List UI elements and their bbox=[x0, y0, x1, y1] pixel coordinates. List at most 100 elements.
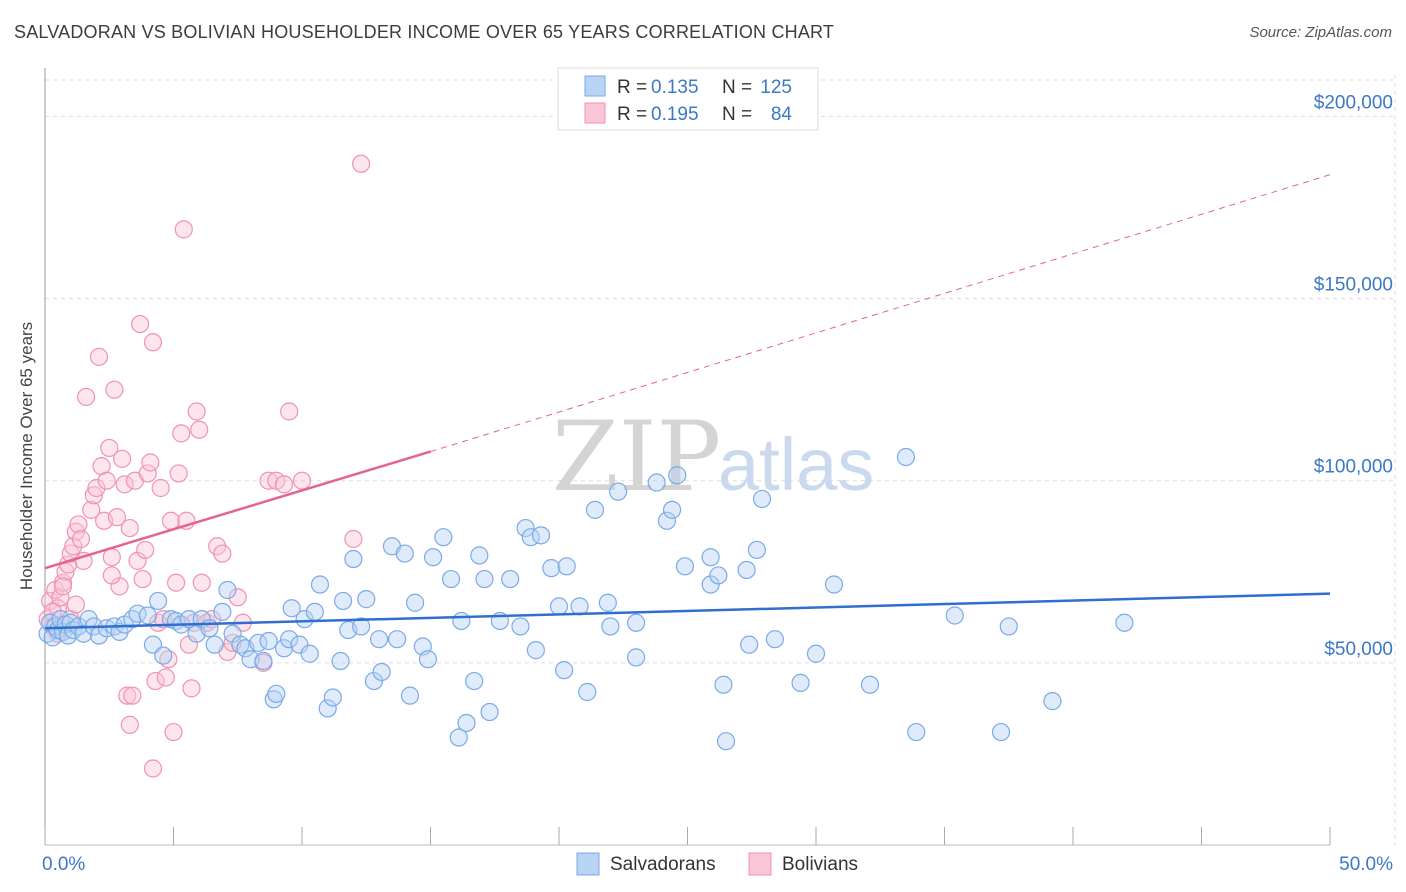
y-tick-label: $200,000 bbox=[1314, 92, 1393, 113]
salvadoran-point bbox=[334, 591, 353, 611]
salvadoran-point bbox=[318, 699, 337, 718]
salvadoran-point bbox=[609, 482, 628, 501]
bolivian-point bbox=[82, 500, 101, 519]
bolivian-point bbox=[190, 420, 209, 439]
salvadoran-point bbox=[662, 500, 682, 519]
salvadoran-point bbox=[434, 528, 453, 547]
salvadoran-point bbox=[205, 635, 224, 654]
salvadoran-point bbox=[254, 651, 273, 671]
salvadoran-point bbox=[657, 511, 677, 530]
bolivian-point bbox=[151, 478, 170, 498]
salvadoran-point bbox=[357, 590, 376, 609]
salvadoran-point bbox=[290, 635, 309, 654]
x-tick-labels: 0.0% 50.0% bbox=[42, 854, 1393, 875]
salvadoran-point bbox=[701, 548, 720, 567]
bolivian-legend-swatch-bottom bbox=[748, 852, 772, 876]
bolivian-point bbox=[107, 508, 127, 527]
salvadoran-point bbox=[475, 569, 494, 589]
bolivian-point bbox=[71, 529, 91, 549]
salvadoran-point bbox=[323, 688, 342, 707]
salvadoran-point bbox=[542, 559, 561, 578]
salvadoran-point bbox=[601, 617, 620, 636]
bolivian-point bbox=[112, 449, 132, 468]
salvadoran-legend-swatch-bottom bbox=[576, 852, 600, 876]
bolivian-point bbox=[123, 686, 142, 705]
salvadoran-point bbox=[860, 675, 880, 694]
bolivian-point bbox=[344, 529, 363, 549]
y-tick-label: $50,000 bbox=[1324, 639, 1393, 660]
legend-top: R = 0.135 N = 125 R = 0.195 N = 84 bbox=[557, 67, 819, 131]
bolivian-point bbox=[161, 511, 181, 530]
salvadoran-point bbox=[305, 602, 324, 621]
bolivian-point bbox=[130, 314, 150, 334]
salvadoran-point bbox=[282, 599, 301, 618]
salvadoran-point bbox=[791, 673, 810, 692]
salvadoran-point bbox=[740, 635, 759, 654]
bolivian-point bbox=[274, 475, 294, 494]
salvadoran-point bbox=[452, 611, 471, 631]
bolivian-point bbox=[192, 573, 211, 592]
salvadoran-legend-label: Salvadorans bbox=[610, 854, 716, 875]
bolivian-point bbox=[66, 595, 85, 614]
bolivian-point bbox=[97, 471, 116, 490]
salvadoran-point bbox=[806, 644, 826, 663]
salvadoran-point bbox=[716, 732, 736, 751]
bolivian-point bbox=[84, 486, 103, 505]
salvadoran-point bbox=[470, 546, 489, 565]
salvadoran-point bbox=[598, 593, 617, 612]
salvadoran-point bbox=[675, 557, 695, 576]
watermark-atlas: atlas bbox=[718, 423, 874, 506]
axes bbox=[44, 68, 1331, 846]
bolivian-points bbox=[38, 154, 371, 778]
bolivian-point bbox=[213, 544, 232, 563]
watermark: ZIP atlas bbox=[552, 401, 874, 513]
bolivian-point bbox=[143, 333, 163, 352]
salvadoran-point bbox=[907, 722, 926, 742]
salvadoran-point bbox=[647, 473, 666, 492]
salvadoran-point bbox=[714, 675, 733, 694]
salvadoran-point bbox=[310, 575, 330, 594]
salvadoran-point bbox=[511, 617, 530, 636]
salvadoran-point bbox=[372, 662, 391, 682]
salvadoran-point bbox=[824, 575, 844, 594]
salvadoran-point bbox=[626, 613, 646, 632]
bolivian-point bbox=[141, 453, 160, 472]
salvadoran-point bbox=[626, 648, 646, 667]
salvadoran-point bbox=[200, 619, 219, 638]
bolivian-point bbox=[172, 424, 191, 443]
salvadoran-point bbox=[295, 610, 314, 629]
legend-n-value: 84 bbox=[771, 104, 793, 125]
salvadoran-point bbox=[267, 684, 286, 703]
salvadoran-point bbox=[465, 671, 484, 691]
legend-bottom: Salvadorans Bolivians bbox=[576, 852, 858, 876]
bolivian-point bbox=[64, 537, 83, 556]
y-tick-label: $150,000 bbox=[1314, 275, 1393, 296]
legend-r-label: R = bbox=[617, 77, 647, 98]
trend-lines bbox=[44, 174, 1331, 630]
salvadoran-point bbox=[449, 728, 468, 747]
bolivian-point bbox=[169, 464, 188, 483]
bolivian-point bbox=[77, 387, 96, 407]
bolivian-point bbox=[133, 569, 152, 589]
bolivian-point bbox=[280, 402, 299, 421]
salvadoran-point bbox=[501, 569, 520, 589]
salvadoran-point bbox=[123, 610, 142, 629]
salvadoran-point bbox=[280, 630, 299, 649]
bolivian-point bbox=[136, 540, 155, 560]
salvadoran-point bbox=[387, 630, 407, 649]
salvadoran-point bbox=[213, 602, 232, 621]
salvadoran-point bbox=[549, 597, 569, 616]
salvadoran-point bbox=[344, 549, 363, 569]
y-axis-label: Householder Income Over 65 years bbox=[17, 322, 36, 590]
salvadoran-point bbox=[331, 651, 350, 671]
salvadoran-point bbox=[274, 639, 294, 658]
bolivian-point bbox=[166, 573, 186, 592]
salvadoran-point bbox=[516, 518, 535, 538]
salvadoran-trend-line bbox=[44, 592, 1331, 630]
salvadoran-point bbox=[701, 575, 720, 594]
salvadoran-point bbox=[585, 500, 605, 519]
salvadoran-point bbox=[999, 617, 1018, 636]
bolivian-point bbox=[51, 588, 70, 607]
bolivian-point bbox=[89, 347, 109, 366]
salvadoran-point bbox=[896, 447, 916, 467]
